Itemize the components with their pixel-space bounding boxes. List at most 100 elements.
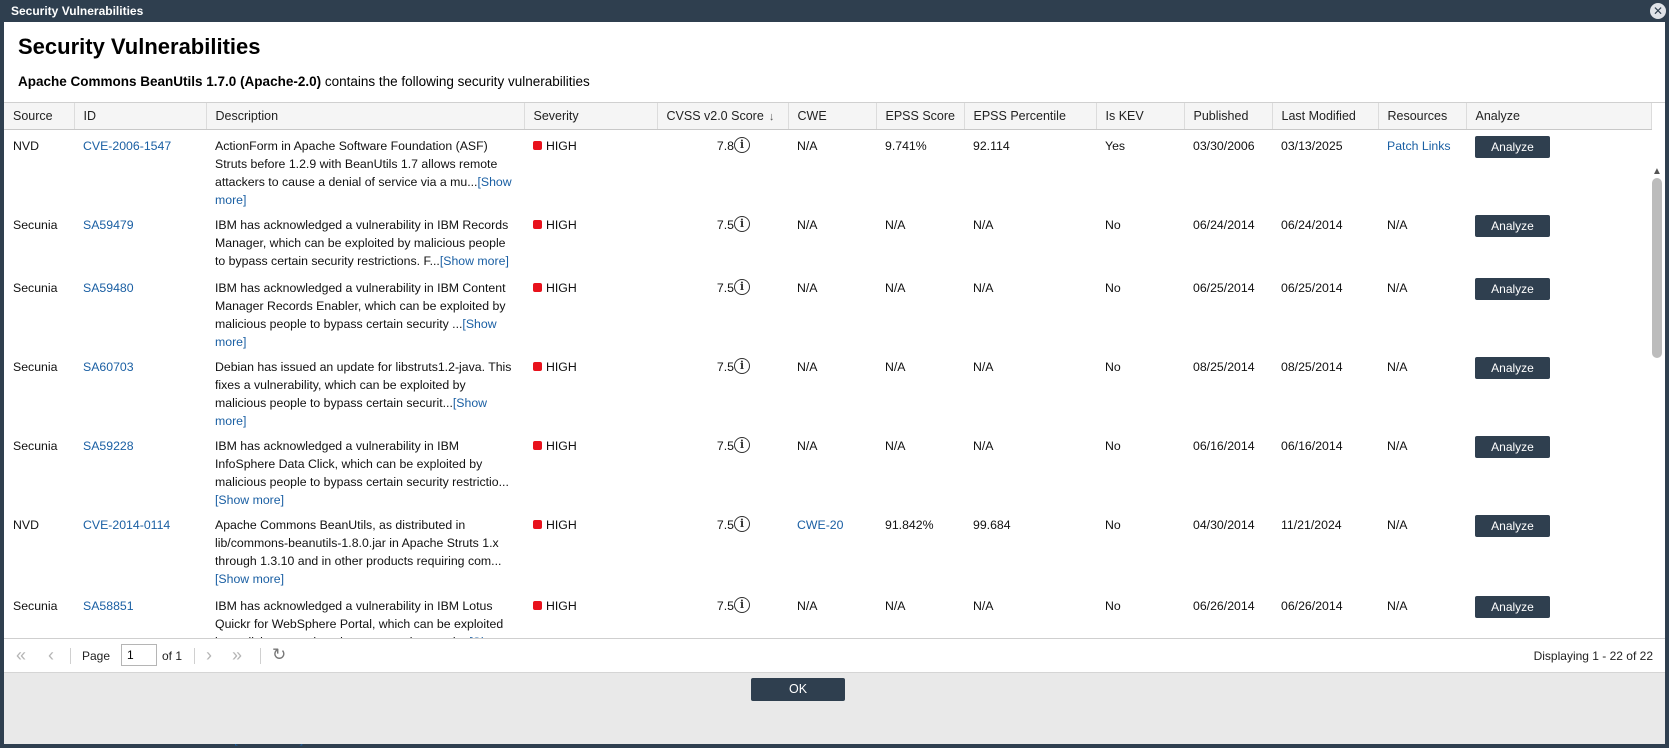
ok-button[interactable]: OK	[751, 678, 845, 701]
info-icon[interactable]: i	[734, 357, 750, 374]
analyze-button[interactable]: Analyze	[1475, 514, 1550, 537]
next-page-icon[interactable]: ›	[206, 645, 212, 665]
table-row[interactable]: Secunia SA59479 IBM has acknowledged a vul…	[4, 209, 1651, 272]
close-icon[interactable]: ✕	[1650, 3, 1666, 19]
table-row[interactable]: Secunia SA59480 IBM has acknowledged a vul…	[4, 272, 1651, 351]
last-page-icon[interactable]: »	[232, 645, 243, 665]
cell-epss-score: N/A	[885, 217, 906, 232]
scroll-up-icon[interactable]: ▲	[1652, 166, 1662, 177]
pager-separator	[70, 648, 71, 664]
cell-epss-percentile: N/A	[973, 280, 994, 295]
show-more-link[interactable]: [Show more]	[439, 253, 509, 268]
cell-description: IBM has acknowledged a vulnerability in …	[206, 430, 524, 509]
col-is-kev[interactable]: Is KEV	[1096, 103, 1185, 130]
col-resources[interactable]: Resources	[1378, 103, 1467, 130]
analyze-button[interactable]: Analyze	[1475, 277, 1550, 300]
cell-published: 06/16/2014	[1193, 438, 1255, 453]
analyze-button[interactable]: Analyze	[1475, 595, 1550, 618]
col-published[interactable]: Published	[1184, 103, 1273, 130]
scroll-thumb[interactable]	[1652, 178, 1662, 358]
patch-links-link[interactable]: Patch Links	[1387, 138, 1451, 153]
resources-value: N/A	[1387, 217, 1408, 232]
analyze-button[interactable]: Analyze	[1475, 435, 1550, 458]
table-row[interactable]: Secunia SA59228 IBM has acknowledged a vul…	[4, 430, 1651, 509]
table-row[interactable]: NVD CVE-2006-1547 ActionForm in Apache Sof…	[4, 129, 1651, 209]
refresh-icon[interactable]: ↻	[272, 645, 287, 664]
description-text: IBM has acknowledged a vulnerability in …	[215, 217, 509, 268]
severity-label: HIGH	[546, 598, 577, 613]
cell-severity: HIGH	[524, 129, 657, 209]
analyze-button[interactable]: Analyze	[1475, 135, 1550, 158]
analyze-button[interactable]: Analyze	[1475, 214, 1550, 237]
cell-resources: N/A	[1378, 590, 1466, 669]
table-row[interactable]: Secunia SA60703 Debian has issued an updat…	[4, 351, 1651, 430]
severity-label: HIGH	[546, 359, 577, 374]
cell-id: SA59228	[74, 430, 206, 509]
col-last-modified[interactable]: Last Modified	[1272, 103, 1379, 130]
cvss-score-value: 7.5	[716, 217, 734, 232]
col-cvss-score-label: CVSS v2.0 Score	[666, 108, 764, 123]
show-more-link[interactable]: [Show more]	[215, 174, 512, 207]
sort-desc-icon: ↓	[765, 110, 775, 123]
table-row[interactable]: NVD CVE-2014-0114 Apache Commons BeanUtils…	[4, 509, 1651, 590]
cell-cwe: N/A	[788, 209, 876, 272]
col-source[interactable]: Source	[4, 103, 75, 130]
info-icon[interactable]: i	[734, 436, 750, 453]
first-page-icon[interactable]: «	[16, 645, 27, 665]
col-description[interactable]: Description	[206, 103, 525, 130]
dialog-footer: OK	[4, 672, 1665, 744]
cell-epss-percentile: N/A	[973, 438, 994, 453]
cvss-score-value: 7.8	[716, 138, 734, 153]
vulnerability-id-link[interactable]: SA60703	[83, 359, 134, 374]
cvss-score-value: 7.5	[716, 517, 734, 532]
cell-last-modified: 06/24/2014	[1281, 217, 1343, 232]
vulnerability-id-link[interactable]: SA59479	[83, 217, 134, 232]
cwe-link[interactable]: CWE-20	[797, 517, 844, 532]
page-subtitle: Apache Commons BeanUtils 1.7.0 (Apache-2…	[18, 74, 590, 89]
resources-value: N/A	[1387, 598, 1408, 613]
severity-high-icon	[533, 140, 542, 150]
component-name: Apache Commons BeanUtils 1.7.0 (Apache-2…	[18, 74, 322, 89]
cell-epss-percentile: 99.684	[973, 517, 1011, 532]
col-epss-percentile[interactable]: EPSS Percentile	[964, 103, 1097, 130]
col-cvss-score[interactable]: CVSS v2.0 Score ↓	[657, 103, 789, 130]
info-icon[interactable]: i	[734, 215, 750, 232]
cell-epss-percentile: 92.114	[973, 138, 1010, 153]
info-icon[interactable]: i	[734, 596, 750, 613]
info-icon[interactable]: i	[734, 136, 750, 153]
cell-source: Secunia	[13, 217, 58, 232]
col-severity[interactable]: Severity	[524, 103, 658, 130]
col-epss-score[interactable]: EPSS Score	[876, 103, 965, 130]
cell-id: CVE-2006-1547	[74, 129, 206, 209]
col-analyze[interactable]: Analyze	[1466, 103, 1652, 130]
show-more-link[interactable]: [Show more]	[215, 492, 285, 507]
show-more-link[interactable]: [Show more]	[215, 571, 285, 586]
vulnerability-id-link[interactable]: SA59228	[83, 438, 134, 453]
page-number-input[interactable]	[121, 644, 157, 666]
cell-is-kev: No	[1105, 517, 1121, 532]
cell-cwe: N/A	[788, 272, 876, 351]
description-text: ActionForm in Apache Software Foundation…	[215, 138, 498, 189]
cell-is-kev: No	[1105, 598, 1121, 613]
show-more-link[interactable]: [Show more]	[215, 316, 497, 349]
info-icon[interactable]: i	[734, 515, 750, 532]
grid-scrollbar[interactable]: ▲ ▼	[1651, 134, 1663, 662]
col-cwe[interactable]: CWE	[788, 103, 877, 130]
vulnerability-id-link[interactable]: SA59480	[83, 280, 134, 295]
vulnerability-id-link[interactable]: CVE-2014-0114	[83, 517, 171, 532]
col-id[interactable]: ID	[74, 103, 207, 130]
cell-epss-percentile: N/A	[973, 217, 994, 232]
info-icon[interactable]: i	[734, 278, 750, 295]
show-more-link[interactable]: [Show more]	[215, 395, 488, 428]
cell-cwe: CWE-20	[788, 509, 876, 590]
cell-analyze: Analyze	[1466, 209, 1651, 272]
vulnerabilities-grid: Source ID Description Severity CVSS v2.0…	[4, 102, 1665, 746]
analyze-button[interactable]: Analyze	[1475, 356, 1550, 379]
prev-page-icon[interactable]: ‹	[48, 645, 54, 665]
cell-last-modified: 06/25/2014	[1281, 280, 1343, 295]
vulnerability-id-link[interactable]: SA58851	[83, 598, 134, 613]
vulnerability-id-link[interactable]: CVE-2006-1547	[83, 138, 172, 153]
cell-resources: N/A	[1378, 430, 1466, 509]
